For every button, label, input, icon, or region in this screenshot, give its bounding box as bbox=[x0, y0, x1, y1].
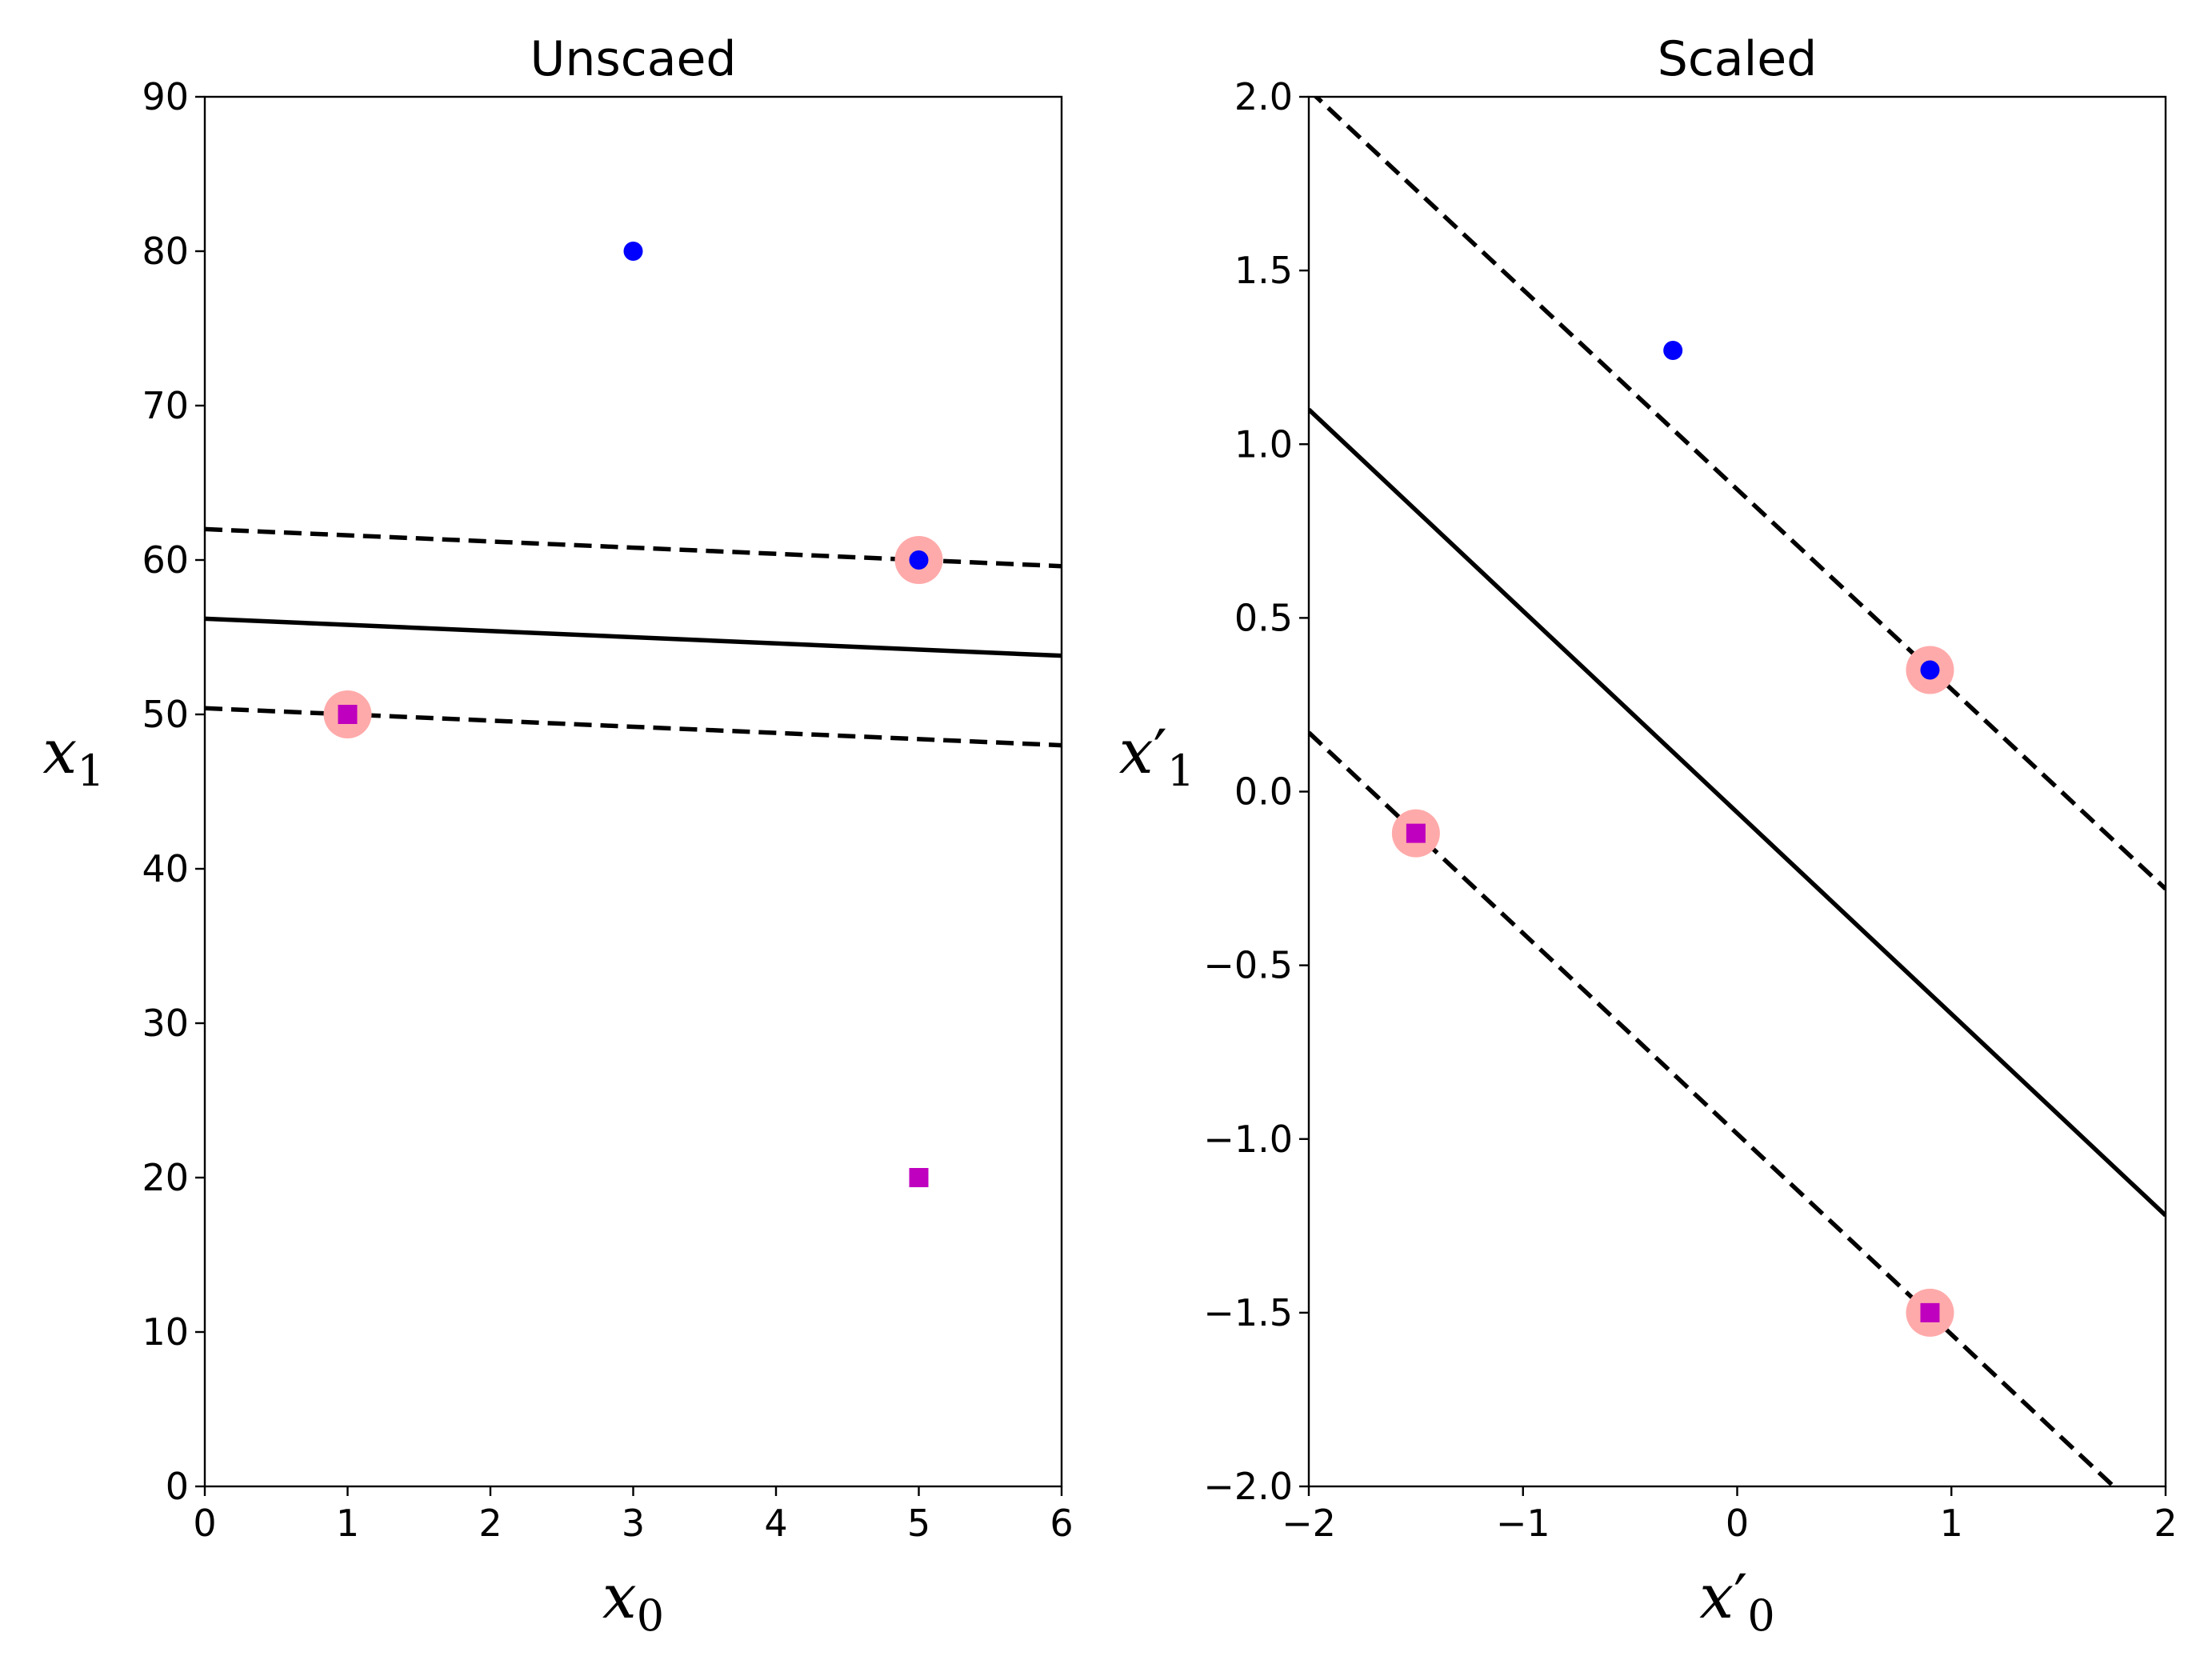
chart1-y-tick-label-2: 20 bbox=[142, 1156, 189, 1199]
chart2-y-axis-label-base: x bbox=[1119, 716, 1154, 787]
chart2-y-tick-label-0: −2.0 bbox=[1203, 1465, 1293, 1508]
chart1-y-tick-label-0: 0 bbox=[166, 1465, 189, 1508]
chart2-y-tick-label-6: 1.0 bbox=[1234, 422, 1293, 466]
chart2-x-tick-label-2: 0 bbox=[1726, 1502, 1749, 1545]
chart2-decision-boundary bbox=[1309, 407, 2166, 1218]
chart2-point-square-0 bbox=[1406, 823, 1426, 843]
chart1-y-axis-label-subscript: 1 bbox=[77, 746, 104, 796]
chart1-y-axis-label-base: x bbox=[42, 716, 77, 787]
chart2-x-tick-label-0: −2 bbox=[1282, 1502, 1336, 1545]
chart1-y-tick-label-8: 80 bbox=[142, 230, 189, 273]
chart1-y-tick-label-3: 30 bbox=[142, 1002, 189, 1045]
chart2-margin-line-2 bbox=[1309, 730, 2118, 1486]
chart1-x-tick-label-6: 6 bbox=[1050, 1502, 1073, 1545]
chart1-y-tick-label-7: 70 bbox=[142, 384, 189, 427]
chart2-title: Scaled bbox=[1658, 31, 1818, 87]
chart2-x-tick-label-4: 2 bbox=[2154, 1502, 2177, 1545]
chart1-x-axis-label-base: x bbox=[602, 1561, 637, 1632]
chart1-y-tick-label-6: 60 bbox=[142, 538, 189, 582]
chart2-y-tick-label-5: 0.5 bbox=[1234, 596, 1293, 639]
chart2-point-square-1 bbox=[1920, 1302, 1940, 1322]
chart1-y-tick-label-1: 10 bbox=[142, 1310, 189, 1354]
chart2-y-axis-label: x′1 bbox=[1119, 716, 1195, 796]
chart1-x-tick-label-3: 3 bbox=[622, 1502, 645, 1545]
chart2-x-axis-label: x′0 bbox=[1699, 1561, 1775, 1641]
chart2-y-tick-label-2: −1.0 bbox=[1203, 1118, 1293, 1161]
chart1-y-tick-label-9: 90 bbox=[142, 75, 189, 118]
chart1-y-axis-label: x1 bbox=[42, 716, 104, 796]
chart2-x-tick-label-1: −1 bbox=[1496, 1502, 1550, 1545]
chart1-decision-boundary bbox=[205, 616, 1062, 658]
chart1-point-square-1 bbox=[909, 1168, 929, 1187]
chart1-x-axis-label-subscript: 0 bbox=[637, 1590, 664, 1641]
chart2-point-circle-1 bbox=[1920, 660, 1940, 680]
chart1-x-tick-label-4: 4 bbox=[764, 1502, 787, 1545]
chart2-y-tick-label-4: 0.0 bbox=[1234, 770, 1293, 814]
chart2-point-circle-0 bbox=[1663, 341, 1683, 361]
chart2-y-axis-label-prime: ′ bbox=[1154, 716, 1167, 787]
chart1-x-tick-label-1: 1 bbox=[336, 1502, 359, 1545]
chart2-margin-line-1 bbox=[1313, 97, 2166, 891]
chart1-title: Unscaed bbox=[530, 31, 737, 87]
chart2-plot-area bbox=[1309, 97, 2166, 1486]
chart2-y-axis-label-subscript: 1 bbox=[1167, 746, 1194, 796]
chart1-y-tick-label-4: 40 bbox=[142, 847, 189, 890]
chart2-y-tick-label-3: −0.5 bbox=[1203, 944, 1293, 987]
chart2-x-axis-label-prime: ′ bbox=[1734, 1561, 1747, 1632]
chart1-y-tick-label-5: 50 bbox=[142, 693, 189, 736]
chart2-x-tick-label-3: 1 bbox=[1940, 1502, 1963, 1545]
chart2-x-axis-label-subscript: 0 bbox=[1747, 1590, 1774, 1641]
chart1-point-circle-1 bbox=[909, 550, 929, 570]
chart1-x-tick-label-2: 2 bbox=[478, 1502, 502, 1545]
chart1-x-tick-label-5: 5 bbox=[907, 1502, 930, 1545]
chart1-x-axis-label: x0 bbox=[602, 1561, 664, 1641]
chart1-point-circle-0 bbox=[623, 242, 643, 261]
chart2-x-axis-label-base: x bbox=[1699, 1561, 1734, 1632]
chart1-x-tick-label-0: 0 bbox=[193, 1502, 216, 1545]
chart1-plot-area bbox=[205, 242, 1062, 1187]
chart2-y-tick-label-7: 1.5 bbox=[1234, 249, 1293, 292]
chart1-point-square-0 bbox=[338, 705, 358, 724]
chart2-y-tick-label-8: 2.0 bbox=[1234, 75, 1293, 118]
chart2-y-tick-label-1: −1.5 bbox=[1203, 1291, 1293, 1334]
